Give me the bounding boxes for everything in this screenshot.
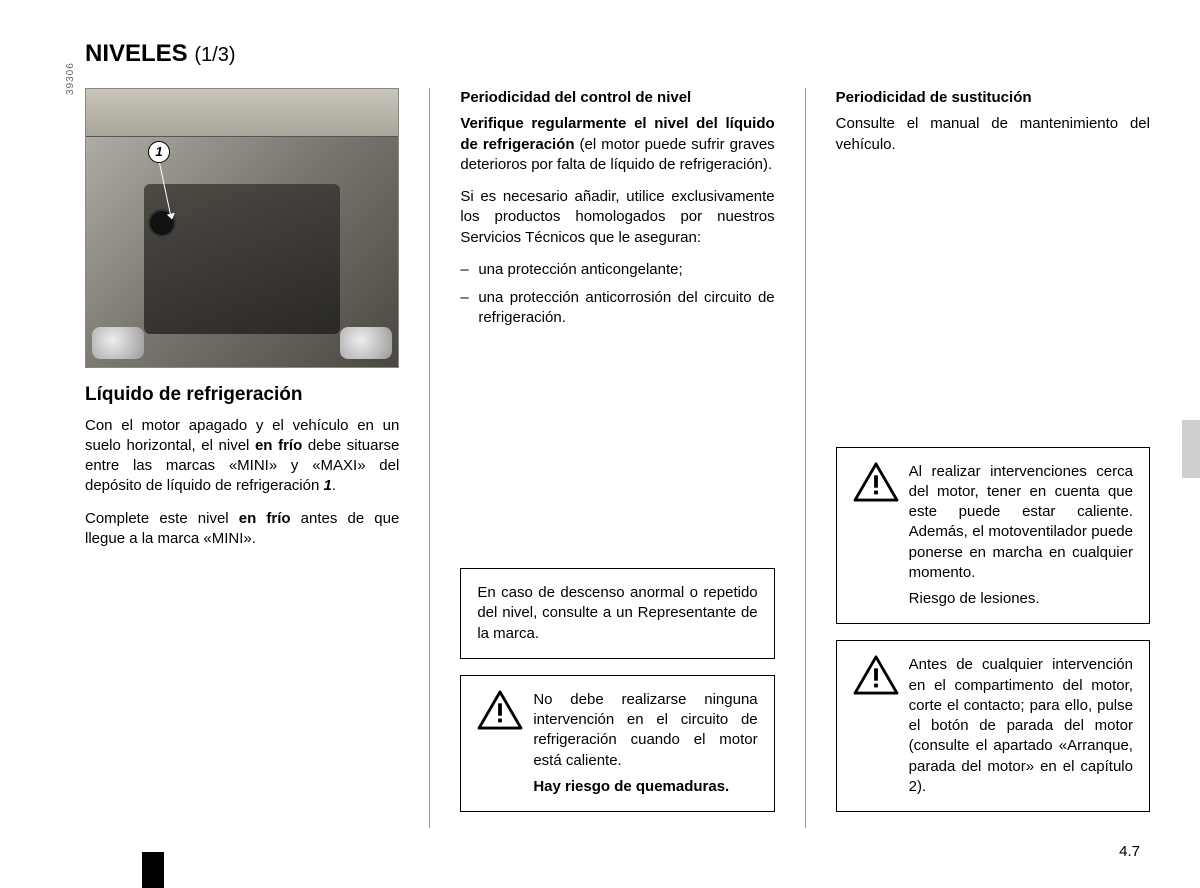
col1-p2-pre: Complete este nivel [85,510,239,527]
col2-paragraph-2: Si es necesario añadir, utilice exclusiv… [460,187,774,248]
engine-photo-headlight-left [92,327,144,359]
page-title-text: NIVELES [85,40,188,67]
engine-photo-headlight-right [340,327,392,359]
bottom-tab [142,852,164,888]
page-title-part: (1/3) [194,44,235,66]
col1-p1-ref: 1 [324,477,332,494]
page-title: NIVELES (1/3) [85,40,1150,68]
col1-paragraph-1: Con el motor apagado y el vehículo en un… [85,416,399,497]
warning-icon [853,462,899,502]
col2-warning-text-wrap: No debe realizarse ninguna intervención … [533,690,757,797]
warning-icon [853,655,899,695]
callout-number: 1 [148,141,170,163]
column-2: Periodicidad del control de nivel Verifi… [460,88,774,828]
column-divider-2 [805,88,806,828]
column-1: 39306 1 Líquido de refrigeración Con el … [85,88,399,828]
col3-box2-text: Antes de cualquier intervención en el co… [909,656,1133,795]
col2-list: una protección anticongelante; una prote… [460,260,774,337]
engine-photo-hood [86,89,398,137]
col3-warning-box-2: Antes de cualquier intervención en el co… [836,640,1150,812]
col3-heading: Periodicidad de sustitución [836,88,1150,108]
column-3: Periodicidad de sustitución Consulte el … [836,88,1150,828]
col3-warning-box-1: Al realizar intervenciones cerca del mot… [836,447,1150,625]
col1-p1-bold: en frío [255,437,302,454]
col2-list-item-1: una protección anticongelante; [460,260,774,280]
col3-spacer [836,167,1150,447]
col3-box1-post: Riesgo de lesiones. [909,590,1040,607]
col2-heading: Periodicidad del control de nivel [460,88,774,108]
col2-warning-box: No debe realizarse ninguna intervención … [460,675,774,812]
columns-wrapper: 39306 1 Líquido de refrigeración Con el … [85,88,1150,828]
engine-photo-block [144,184,340,334]
col2-box2-bold: Hay riesgo de quemaduras. [533,778,729,795]
col3-box1-text-wrap: Al realizar intervenciones cerca del mot… [909,462,1133,610]
col2-list-item-2: una protección anticorrosión del circuit… [460,288,774,329]
manual-page: NIVELES (1/3) 39306 1 Líquido de refrige… [0,0,1200,888]
column-divider-1 [429,88,430,828]
col1-p1-end: . [332,477,336,494]
page-number: 4.7 [1119,843,1140,860]
col2-paragraph-1: Verifique regularmente el nivel del líqu… [460,114,774,175]
col3-box2-text-wrap: Antes de cualquier intervención en el co… [909,655,1133,797]
col2-spacer [460,349,774,569]
side-tab [1182,420,1200,478]
spacer-clear [533,771,757,777]
image-code: 39306 [64,62,78,95]
col3-box1-text: Al realizar intervenciones cerca del mot… [909,463,1133,581]
engine-photo: 39306 1 [85,88,399,368]
spacer-clear [909,583,1133,589]
col2-box1-text: En caso de descenso anormal o repetido d… [477,584,757,642]
warning-icon [477,690,523,730]
col2-box2-text: No debe realizarse ninguna intervención … [533,691,757,769]
col3-paragraph-1: Consulte el manual de mantenimiento del … [836,114,1150,155]
col1-p2-bold: en frío [239,510,291,527]
col2-info-box: En caso de descenso anormal o repetido d… [460,568,774,659]
col1-paragraph-2: Complete este nivel en frío antes de que… [85,509,399,550]
coolant-heading: Líquido de refrigeración [85,382,399,408]
